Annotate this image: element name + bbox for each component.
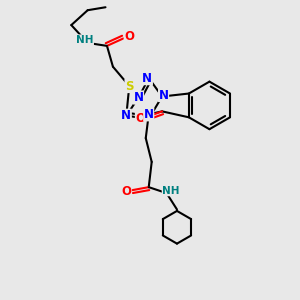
Text: N: N [121,109,131,122]
Text: N: N [144,108,154,121]
Text: NH: NH [76,35,93,45]
Text: O: O [124,31,134,44]
Text: O: O [122,185,131,198]
Text: N: N [142,72,152,85]
Text: NH: NH [162,186,180,196]
Text: S: S [125,80,134,92]
Text: N: N [134,91,143,104]
Text: O: O [135,112,146,125]
Text: N: N [159,88,169,101]
